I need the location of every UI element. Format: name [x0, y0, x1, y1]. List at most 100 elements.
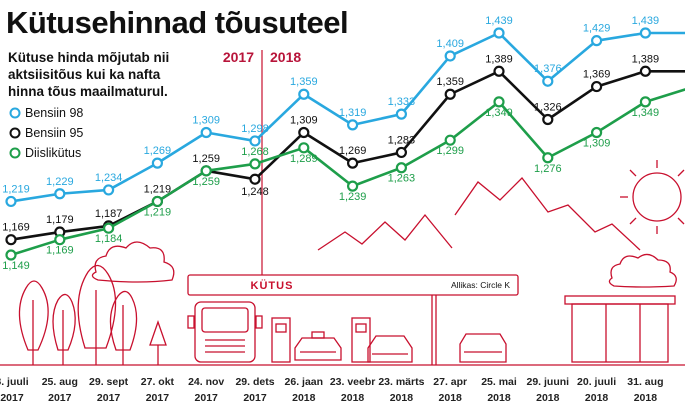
taxi-car-icon [294, 331, 342, 361]
value-label-bensiin95-1: 1,179 [46, 214, 74, 226]
x-tick-year-6: 2018 [292, 392, 316, 404]
x-tick-year-5: 2017 [243, 392, 267, 404]
value-label-diisel-1: 1,169 [46, 245, 74, 257]
value-label-bensiin95-13: 1,389 [632, 53, 660, 65]
gas-station-canopy: KÜTUS Allikas: Circle K [187, 274, 519, 365]
value-label-bensiin98-12: 1,429 [583, 23, 611, 35]
year-label-2018: 2018 [270, 49, 301, 65]
point-bensiin98-3 [151, 157, 163, 169]
x-tick-year-7: 2018 [341, 392, 365, 404]
point-bensiin95-11 [542, 113, 554, 126]
x-axis-labels: 8. juuli 2017 25. aug 2017 29. sept 2017 27. o… [0, 376, 663, 404]
cloud-left-decoration [91, 241, 175, 283]
x-tick-date-8: 23. märts [378, 376, 424, 388]
mountain-left-decoration [317, 213, 453, 251]
value-label-bensiin98-2: 1,234 [95, 172, 123, 184]
x-tick-year-2: 2017 [97, 392, 121, 404]
legend-label-bensiin95: Bensiin 95 [25, 126, 83, 140]
value-label-bensiin98-4: 1,309 [192, 115, 220, 127]
point-bensiin98-10 [493, 27, 505, 39]
point-bensiin95-0 [5, 234, 17, 246]
point-diisel-7 [347, 180, 359, 192]
point-bensiin98-11 [542, 75, 554, 87]
value-label-bensiin95-5: 1,248 [241, 186, 269, 198]
point-bensiin95-6 [298, 126, 310, 139]
value-label-bensiin98-11: 1,376 [534, 63, 562, 75]
point-bensiin98-8 [395, 108, 407, 120]
point-bensiin95-8 [395, 146, 407, 159]
value-label-diisel-10: 1,349 [485, 107, 513, 119]
x-tick-date-7: 23. veebr [330, 376, 376, 388]
car-icon [367, 335, 413, 363]
value-label-bensiin95-9: 1,359 [436, 76, 464, 88]
value-label-bensiin95-3: 1,219 [144, 183, 172, 195]
value-label-bensiin95-12: 1,369 [583, 69, 611, 81]
point-diisel-9 [444, 134, 456, 146]
value-label-diisel-5: 1,268 [241, 146, 269, 158]
legend-marker-bensiin98 [9, 107, 21, 119]
x-tick-date-2: 29. sept [89, 376, 129, 388]
x-tick-date-5: 29. dets [235, 376, 274, 388]
value-label-diisel-6: 1,289 [290, 153, 318, 165]
sun-icon [620, 160, 685, 234]
x-tick-year-3: 2017 [146, 392, 170, 404]
value-label-diisel-7: 1,239 [339, 191, 367, 203]
value-label-bensiin98-7: 1,319 [339, 107, 367, 119]
x-tick-date-3: 27. okt [141, 376, 175, 388]
x-tick-date-11: 29. juuni [527, 376, 570, 388]
value-label-diisel-11: 1,276 [534, 163, 562, 175]
x-tick-date-12: 20. juuli [577, 376, 616, 388]
point-bensiin98-0 [5, 195, 17, 208]
point-diisel-3 [151, 195, 163, 208]
x-tick-date-10: 25. mai [481, 376, 517, 388]
point-bensiin98-13 [639, 27, 652, 39]
point-bensiin95-12 [590, 80, 603, 93]
point-bensiin98-7 [347, 119, 359, 131]
point-diisel-10 [493, 96, 505, 108]
value-label-bensiin95-0: 1,169 [2, 222, 30, 234]
x-tick-date-13: 31. aug [627, 376, 663, 388]
point-bensiin98-12 [590, 35, 603, 47]
station-sign: KÜTUS [251, 279, 294, 292]
small-tree-decoration [149, 320, 167, 365]
point-bensiin95-7 [347, 157, 359, 169]
x-tick-year-1: 2017 [48, 392, 72, 404]
series-layer: 1,219 1,229 1,234 1,269 1,309 1,298 1,359 1,319… [2, 15, 685, 272]
x-tick-year-13: 2018 [634, 392, 658, 404]
truck-icon [187, 301, 263, 363]
value-label-diisel-0: 1,149 [2, 260, 30, 272]
x-tick-year-8: 2018 [390, 392, 414, 404]
value-label-bensiin95-6: 1,309 [290, 115, 318, 127]
x-tick-year-11: 2018 [536, 392, 560, 404]
value-label-bensiin98-5: 1,298 [241, 123, 269, 135]
x-tick-year-12: 2018 [585, 392, 609, 404]
point-bensiin98-2 [102, 184, 115, 196]
value-label-bensiin98-6: 1,359 [290, 76, 318, 88]
page-title: Kütusehinnad tõusuteel [6, 5, 348, 40]
point-diisel-5 [249, 158, 261, 170]
legend-marker-diisel [9, 147, 21, 159]
value-label-bensiin95-11: 1,326 [534, 102, 562, 114]
value-label-bensiin95-4: 1,259 [192, 153, 220, 165]
value-label-bensiin95-8: 1,283 [388, 134, 416, 146]
value-label-bensiin98-0: 1,219 [2, 183, 30, 195]
legend: Bensiin 98 Bensiin 95 Diislikütus [9, 106, 83, 160]
value-label-diisel-4: 1,259 [192, 176, 220, 188]
tree-cluster-left-decoration [18, 264, 138, 365]
value-label-bensiin98-8: 1,333 [388, 96, 416, 108]
value-label-bensiin98-13: 1,439 [632, 15, 660, 27]
point-bensiin98-4 [200, 126, 212, 139]
x-tick-year-10: 2018 [487, 392, 511, 404]
point-diisel-13 [639, 96, 652, 108]
x-tick-date-0: 8. juuli [0, 376, 29, 388]
x-tick-date-4: 24. nov [188, 376, 224, 388]
point-diisel-4 [200, 165, 212, 177]
x-tick-year-9: 2018 [439, 392, 463, 404]
value-label-bensiin95-10: 1,389 [485, 53, 513, 65]
point-diisel-0 [5, 249, 17, 261]
point-diisel-1 [54, 234, 66, 246]
point-bensiin95-10 [493, 65, 505, 77]
shop-building-icon [564, 295, 676, 363]
point-bensiin98-1 [54, 188, 66, 200]
